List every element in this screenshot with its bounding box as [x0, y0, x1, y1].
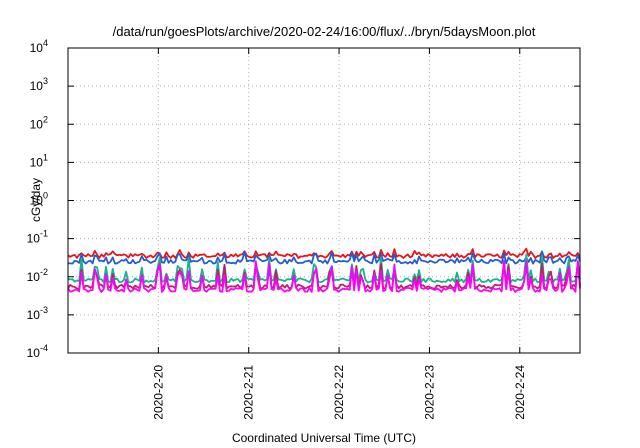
- x-tick-label: 2020-2-22: [332, 365, 346, 420]
- y-tick-base: 10: [27, 232, 41, 246]
- x-tick-label: 2020-2-23: [422, 365, 436, 420]
- y-tick-label: 100: [30, 191, 48, 208]
- x-axis: 2020-2-20 2020-2-21 2020-2-22 2020-2-23 2020…: [151, 48, 527, 420]
- y-tick-label: 10-1: [27, 229, 48, 246]
- y-tick-label: 10-2: [27, 267, 48, 284]
- y-tick-base: 10: [27, 308, 41, 322]
- y-tick-base: 10: [30, 79, 44, 93]
- y-tick-label: 104: [30, 38, 48, 55]
- y-tick-base: 10: [27, 270, 41, 284]
- y-tick-label: 10-3: [27, 305, 48, 322]
- x-tick-label: 2020-2-20: [151, 365, 165, 420]
- series-line: [67, 260, 581, 290]
- series-line: [67, 250, 581, 265]
- y-tick-exponent: -1: [40, 229, 48, 239]
- x-tick-label: 2020-2-24: [513, 365, 527, 420]
- y-tick-exponent: 4: [43, 38, 48, 48]
- y-tick-exponent: -2: [40, 267, 48, 277]
- grid: [68, 48, 580, 353]
- y-tick-exponent: 2: [43, 114, 48, 124]
- series-line: [67, 247, 581, 259]
- series-line: [67, 259, 581, 293]
- x-tick-label: 2020-2-21: [242, 365, 256, 420]
- y-tick-base: 10: [30, 194, 44, 208]
- y-tick-exponent: 1: [43, 152, 48, 162]
- y-tick-exponent: 3: [43, 76, 48, 86]
- y-tick-exponent: 0: [43, 191, 48, 201]
- y-tick-base: 10: [30, 155, 44, 169]
- y-tick-base: 10: [30, 41, 44, 55]
- y-tick-label: 103: [30, 76, 48, 93]
- y-tick-label: 10-4: [27, 343, 48, 360]
- series-group: [67, 247, 581, 293]
- y-tick-label: 101: [30, 152, 48, 169]
- y-tick-exponent: -3: [40, 305, 48, 315]
- series-line: [67, 253, 581, 284]
- y-tick-base: 10: [27, 346, 41, 360]
- y-tick-exponent: -4: [40, 343, 48, 353]
- y-tick-base: 10: [30, 117, 44, 131]
- y-axis-label: cGy/day: [29, 178, 43, 222]
- x-axis-label: Coordinated Universal Time (UTC): [232, 431, 416, 445]
- y-tick-label: 102: [30, 114, 48, 131]
- chart-title: /data/run/goesPlots/archive/2020-02-24/1…: [113, 24, 536, 39]
